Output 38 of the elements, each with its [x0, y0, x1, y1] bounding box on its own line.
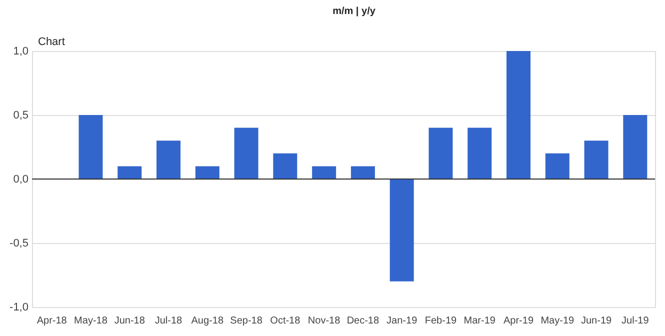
- x-tick-label: May-18: [74, 316, 108, 326]
- x-tick-label: Jan-19: [386, 316, 418, 326]
- bar: [234, 128, 258, 179]
- x-tick-label: Jul-19: [622, 316, 650, 326]
- y-tick-label: -0,5: [10, 238, 28, 250]
- bar: [195, 166, 220, 179]
- bar: [156, 140, 180, 179]
- x-tick-label: Mar-19: [464, 316, 496, 326]
- x-tick-label: Apr-18: [36, 316, 68, 326]
- x-tick-label: Sep-18: [230, 316, 263, 326]
- bar: [545, 153, 570, 179]
- y-tick-label: 0,0: [13, 174, 28, 186]
- bar: [350, 166, 375, 179]
- y-tick-label: -1,0: [10, 302, 28, 314]
- bar: [390, 179, 414, 282]
- bar: [506, 51, 530, 179]
- bar: [584, 140, 608, 179]
- x-tick-label: Jun-19: [580, 316, 612, 326]
- text: m/m | y/y: [332, 6, 376, 17]
- bar: [78, 115, 103, 179]
- bar: [468, 128, 492, 179]
- x-tick-label: Apr-19: [503, 316, 534, 326]
- x-tick-label: Dec-18: [346, 316, 380, 326]
- bar: [312, 166, 336, 179]
- x-tick-label: Feb-19: [424, 316, 457, 326]
- y-tick-label: 1,0: [13, 46, 28, 58]
- x-tick-label: Nov-18: [308, 316, 341, 326]
- y-tick-label: 0,5: [13, 110, 28, 122]
- x-tick-label: Jul-18: [154, 316, 183, 326]
- bar: [273, 153, 298, 179]
- bar: [118, 166, 142, 179]
- bar: [428, 128, 453, 179]
- x-tick-label: Aug-18: [191, 316, 224, 326]
- x-tick-label: Jun-18: [114, 316, 146, 326]
- x-tick-label: Oct-18: [270, 316, 301, 326]
- bar: [623, 115, 648, 179]
- x-tick-label: May-19: [540, 316, 574, 326]
- chart-title: Chart: [38, 36, 65, 48]
